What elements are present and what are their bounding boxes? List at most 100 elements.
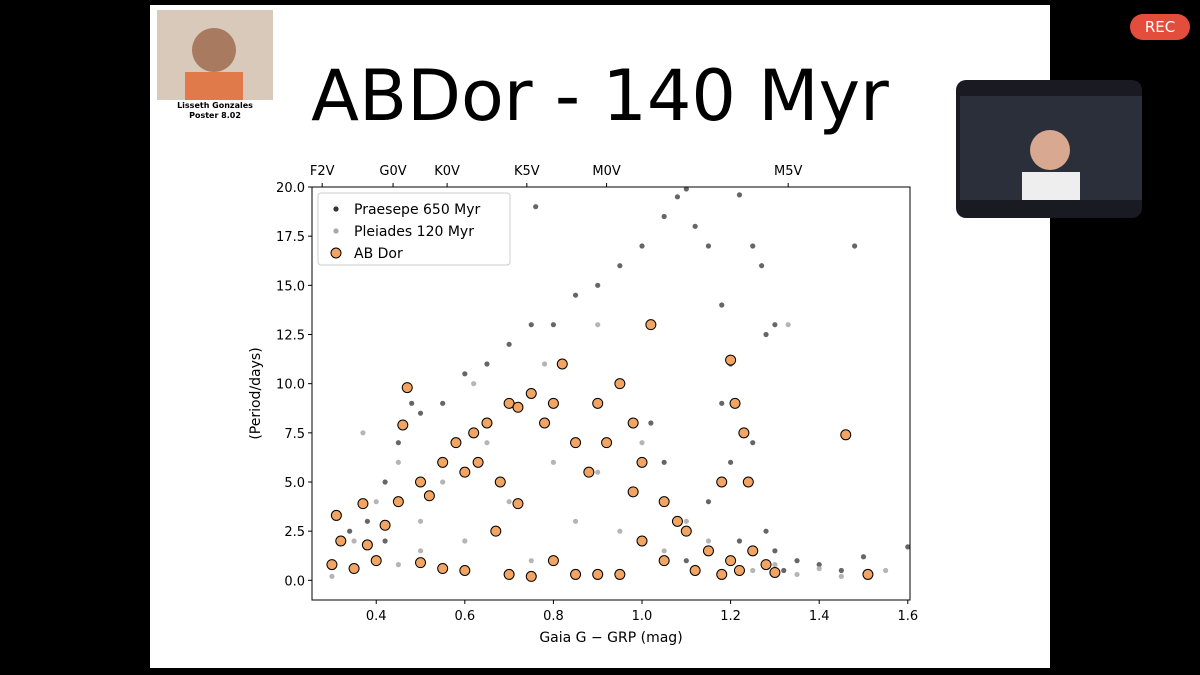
data-point bbox=[671, 515, 683, 527]
data-point bbox=[329, 573, 335, 580]
data-point bbox=[862, 568, 874, 580]
data-point bbox=[494, 476, 506, 488]
data-point bbox=[639, 440, 645, 446]
data-point bbox=[595, 282, 601, 288]
data-point bbox=[556, 358, 568, 370]
data-point bbox=[716, 476, 728, 488]
data-point bbox=[760, 559, 772, 571]
data-point bbox=[395, 459, 401, 465]
data-point bbox=[335, 535, 347, 547]
y-tick-label: 7.5 bbox=[284, 427, 305, 442]
data-point bbox=[728, 459, 734, 465]
participant-shirt bbox=[1022, 172, 1080, 200]
data-point bbox=[781, 567, 787, 574]
x-tick-label: 1.2 bbox=[720, 609, 741, 624]
data-point bbox=[570, 437, 582, 449]
data-point bbox=[351, 538, 357, 544]
rec-badge[interactable] bbox=[1130, 14, 1190, 40]
data-point bbox=[636, 456, 648, 468]
data-point bbox=[772, 562, 778, 568]
data-point bbox=[382, 479, 388, 485]
data-point bbox=[750, 243, 756, 249]
data-point bbox=[736, 192, 743, 198]
data-point bbox=[357, 498, 369, 510]
data-point bbox=[490, 525, 502, 537]
data-point bbox=[570, 568, 582, 580]
data-point bbox=[347, 528, 353, 534]
data-point bbox=[592, 568, 604, 580]
data-point bbox=[763, 331, 769, 338]
data-point bbox=[481, 417, 493, 429]
data-point bbox=[627, 417, 639, 429]
data-point bbox=[472, 456, 484, 468]
data-point bbox=[645, 319, 657, 331]
data-point bbox=[437, 456, 449, 468]
participant-face bbox=[1030, 130, 1070, 170]
slide-title: ABDor - 140 Myr bbox=[311, 55, 889, 137]
x-tick-label: 1.6 bbox=[897, 609, 918, 624]
data-point bbox=[838, 573, 844, 580]
data-point bbox=[683, 186, 689, 192]
data-point bbox=[674, 194, 681, 200]
y-tick-label: 5.0 bbox=[284, 476, 305, 491]
data-point bbox=[719, 302, 725, 308]
data-point bbox=[763, 528, 769, 534]
data-point bbox=[541, 361, 548, 367]
data-point bbox=[395, 562, 401, 568]
data-point bbox=[468, 427, 480, 439]
data-point bbox=[729, 397, 741, 409]
data-point bbox=[360, 430, 366, 436]
data-point bbox=[617, 528, 623, 534]
data-point bbox=[382, 538, 388, 544]
data-point bbox=[512, 498, 524, 510]
y-tick-label: 0.0 bbox=[284, 574, 305, 589]
data-point bbox=[539, 417, 551, 429]
data-point bbox=[484, 440, 490, 446]
data-point bbox=[736, 538, 743, 544]
data-point bbox=[512, 401, 524, 413]
data-point bbox=[725, 555, 737, 567]
data-point bbox=[572, 292, 579, 298]
data-point bbox=[550, 322, 557, 328]
data-point bbox=[572, 518, 579, 524]
data-point bbox=[583, 466, 595, 478]
data-point bbox=[661, 548, 667, 554]
x-tick-label: 1.0 bbox=[632, 609, 653, 624]
data-point bbox=[860, 554, 867, 560]
presenter-shirt bbox=[185, 72, 243, 100]
plot-frame bbox=[311, 186, 911, 601]
x-tick-label: 0.4 bbox=[366, 609, 387, 624]
data-point bbox=[617, 263, 623, 269]
data-point bbox=[661, 459, 667, 465]
presenter-poster: Poster 8.02 bbox=[189, 111, 241, 120]
rec-label: REC bbox=[1145, 18, 1175, 36]
legend-label: Praesepe 650 Myr bbox=[354, 202, 481, 218]
data-point bbox=[636, 535, 648, 547]
data-point bbox=[348, 563, 360, 575]
data-point bbox=[326, 559, 338, 571]
x2-tick-label: K0V bbox=[434, 164, 460, 179]
legend-marker bbox=[333, 228, 339, 234]
data-point bbox=[816, 562, 822, 568]
data-point bbox=[658, 496, 670, 508]
data-point bbox=[462, 538, 468, 544]
data-point bbox=[683, 518, 689, 524]
data-point bbox=[759, 263, 765, 269]
x-tick-label: 1.4 bbox=[809, 609, 830, 624]
data-point bbox=[705, 499, 712, 505]
presenter-face bbox=[192, 28, 236, 72]
data-point bbox=[661, 213, 667, 220]
data-point bbox=[750, 440, 756, 446]
data-point bbox=[794, 571, 800, 578]
data-point bbox=[395, 440, 401, 446]
data-point bbox=[595, 469, 601, 475]
data-point bbox=[471, 381, 477, 387]
data-point bbox=[547, 555, 559, 567]
data-point bbox=[719, 400, 725, 406]
data-point bbox=[440, 479, 446, 485]
data-point bbox=[772, 322, 778, 328]
data-point bbox=[883, 567, 889, 574]
data-point bbox=[692, 223, 698, 229]
